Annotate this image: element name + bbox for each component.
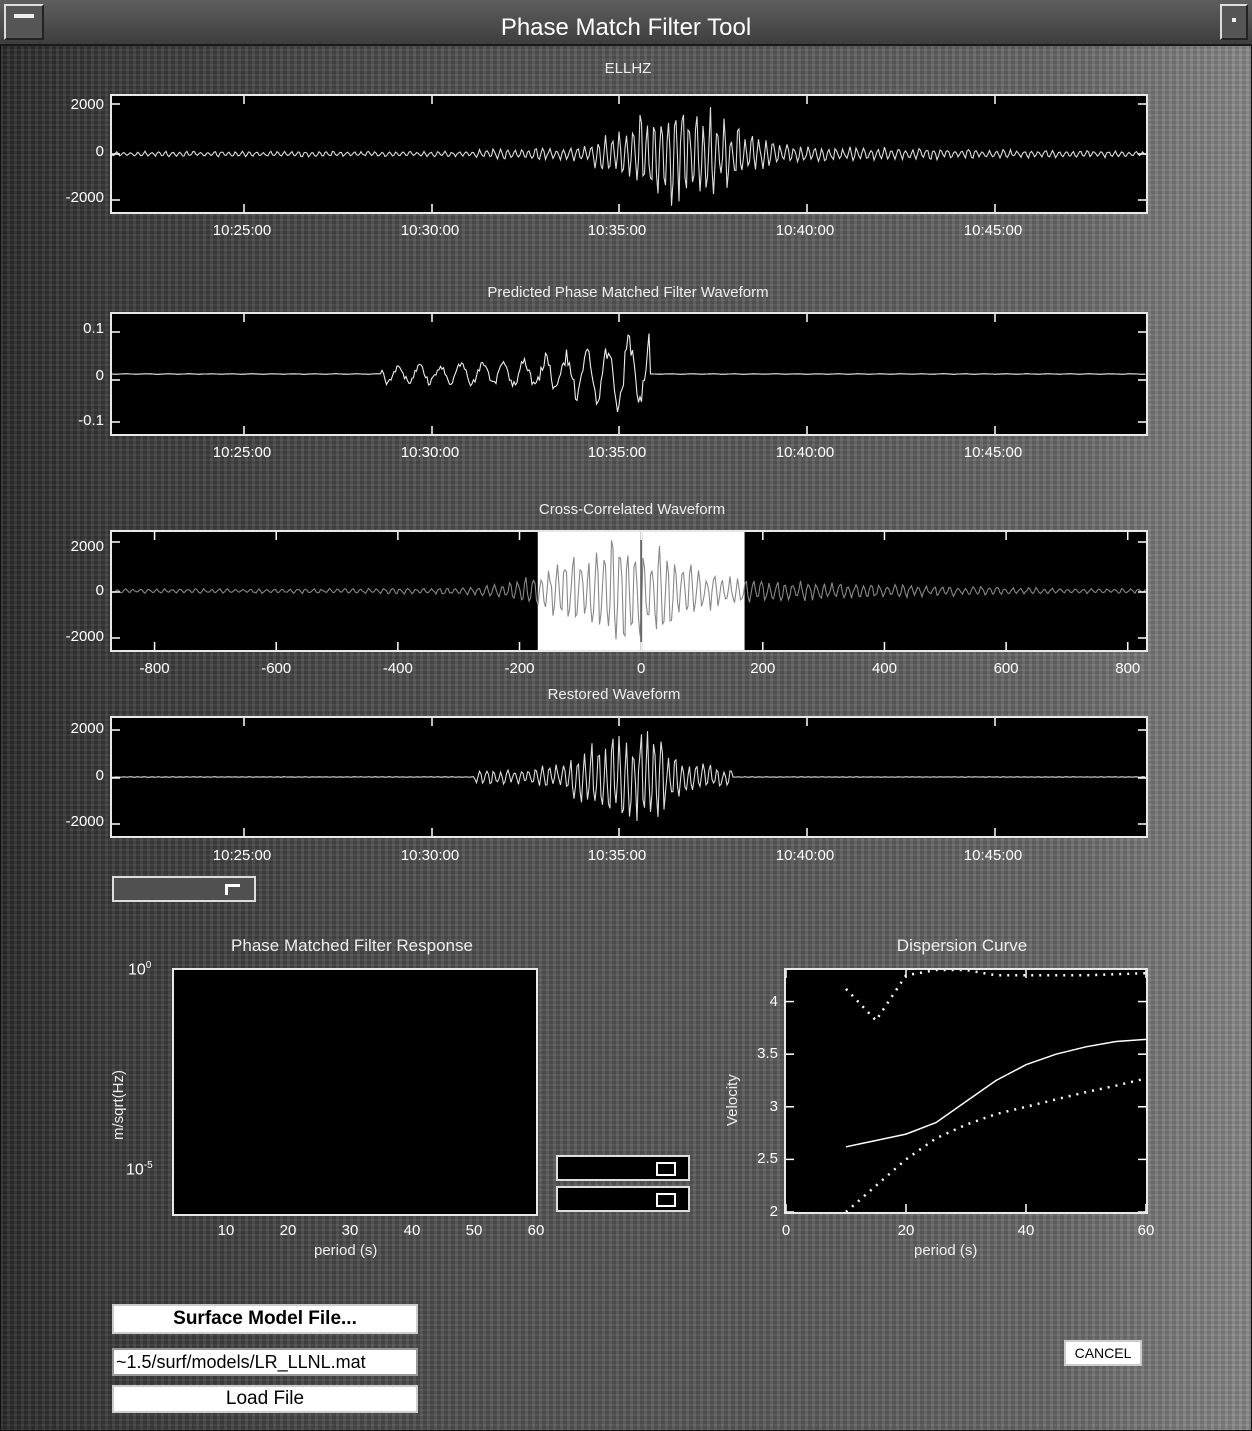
restored-ytick: -2000 xyxy=(65,813,104,830)
response-xlabel: period (s) xyxy=(314,1242,378,1259)
predicted-xtick: 10:35:00 xyxy=(587,444,647,461)
predicted-ytick: 0.1 xyxy=(83,320,104,337)
ellhz-xtick: 10:30:00 xyxy=(400,222,460,239)
filter-response-plot[interactable] xyxy=(172,968,538,1216)
ellhz-plot[interactable] xyxy=(110,94,1148,214)
ellhz-xtick: 10:40:00 xyxy=(775,222,835,239)
response-xtick: 50 xyxy=(465,1222,483,1239)
response-xtick: 30 xyxy=(341,1222,359,1239)
restored-plot[interactable] xyxy=(110,716,1148,838)
restored-xtick: 10:30:00 xyxy=(400,847,460,864)
waveform-trace xyxy=(112,333,1146,413)
period-slider-1[interactable] xyxy=(556,1155,690,1181)
response-ylabel: m/sqrt(Hz) xyxy=(110,1070,127,1140)
window-title: Phase Match Filter Tool xyxy=(500,14,752,41)
predicted-xtick: 10:30:00 xyxy=(400,444,460,461)
predicted-ytick: 0 xyxy=(95,367,104,384)
predicted-xtick: 10:45:00 xyxy=(963,444,1023,461)
ellhz-xtick: 10:25:00 xyxy=(212,222,272,239)
model-path-field[interactable]: ~1.5/surf/models/LR_LLNL.mat xyxy=(112,1348,418,1376)
response-xtick: 40 xyxy=(403,1222,421,1239)
dispersion-xtick: 60 xyxy=(1137,1222,1155,1239)
cross-ytick: -2000 xyxy=(65,628,104,645)
predicted-plot[interactable] xyxy=(110,312,1148,436)
dispersion-series xyxy=(845,970,1146,1023)
option-menu[interactable] xyxy=(112,876,256,902)
dispersion-ytick: 3.5 xyxy=(757,1045,778,1063)
dispersion-xlabel: period (s) xyxy=(914,1242,978,1259)
dispersion-plot[interactable] xyxy=(784,968,1148,1214)
response-xtick: 20 xyxy=(279,1222,297,1239)
cross-xtick: 200 xyxy=(750,660,776,677)
response-title: Phase Matched Filter Response xyxy=(231,936,473,955)
cross-xtick: 600 xyxy=(993,660,1019,677)
response-xtick: 10 xyxy=(217,1222,235,1239)
cancel-button[interactable]: CANCEL xyxy=(1064,1340,1142,1366)
cross-xtick: -800 xyxy=(139,660,170,677)
ellhz-ytick: -2000 xyxy=(65,189,104,206)
dispersion-xtick: 0 xyxy=(781,1222,791,1239)
restored-xtick: 10:25:00 xyxy=(212,847,272,864)
title-bar: Phase Match Filter Tool xyxy=(0,0,1252,46)
cross-xtick: 800 xyxy=(1115,660,1141,677)
cross-ytick: 2000 xyxy=(70,538,104,555)
dispersion-ytick: 4 xyxy=(769,992,778,1010)
cross-title: Cross-Correlated Waveform xyxy=(538,501,726,518)
waveform-trace xyxy=(112,731,1146,822)
restored-xtick: 10:45:00 xyxy=(963,847,1023,864)
restored-xtick: 10:40:00 xyxy=(775,847,835,864)
slider-thumb[interactable] xyxy=(656,1193,676,1207)
restored-title: Restored Waveform xyxy=(547,686,681,703)
restored-ytick: 0 xyxy=(95,767,104,784)
waveform-trace xyxy=(112,107,1146,206)
restored-ytick: 2000 xyxy=(70,720,104,737)
window-menu-icon xyxy=(14,14,34,18)
surface-model-file-button[interactable]: Surface Model File... xyxy=(112,1304,418,1334)
ellhz-ytick: 2000 xyxy=(70,96,104,113)
response-xtick: 60 xyxy=(527,1222,545,1239)
response-ytick-mid: 10-5 xyxy=(126,1160,153,1179)
dispersion-xtick: 40 xyxy=(1017,1222,1035,1239)
ellhz-title: ELLHZ xyxy=(604,60,652,77)
maximize-icon xyxy=(1232,18,1236,22)
ellhz-xtick: 10:45:00 xyxy=(963,222,1023,239)
ellhz-xtick: 10:35:00 xyxy=(587,222,647,239)
ellhz-ytick: 0 xyxy=(95,143,104,160)
cross-xtick: -600 xyxy=(261,660,292,677)
window-menu-button[interactable] xyxy=(4,4,44,40)
window-maximize-button[interactable] xyxy=(1220,4,1248,40)
dispersion-xtick: 20 xyxy=(897,1222,915,1239)
predicted-xtick: 10:40:00 xyxy=(775,444,835,461)
cross-xtick: -400 xyxy=(382,660,413,677)
slider-thumb[interactable] xyxy=(656,1162,676,1176)
predicted-ytick: -0.1 xyxy=(78,412,104,429)
predicted-xtick: 10:25:00 xyxy=(212,444,272,461)
cross-xtick: 0 xyxy=(636,660,646,677)
option-menu-indicator-icon xyxy=(225,884,240,895)
restored-xtick: 10:35:00 xyxy=(587,847,647,864)
period-slider-2[interactable] xyxy=(556,1186,690,1212)
load-file-button[interactable]: Load File xyxy=(112,1385,418,1413)
cross-xtick: -200 xyxy=(504,660,535,677)
dispersion-title: Dispersion Curve xyxy=(896,936,1028,955)
dispersion-ytick: 3 xyxy=(769,1097,778,1115)
cross-ytick: 0 xyxy=(95,582,104,599)
cross-xtick: 400 xyxy=(871,660,897,677)
predicted-title: Predicted Phase Matched Filter Waveform xyxy=(487,284,769,301)
cross-correlated-plot[interactable] xyxy=(110,530,1148,652)
dispersion-series xyxy=(845,1038,1146,1148)
dispersion-ytick: 2 xyxy=(769,1203,778,1220)
dispersion-ytick: 2.5 xyxy=(757,1150,778,1168)
response-ytick-top: 100 xyxy=(128,960,152,979)
dispersion-series xyxy=(845,1077,1146,1212)
waveform-trace xyxy=(112,540,1146,640)
